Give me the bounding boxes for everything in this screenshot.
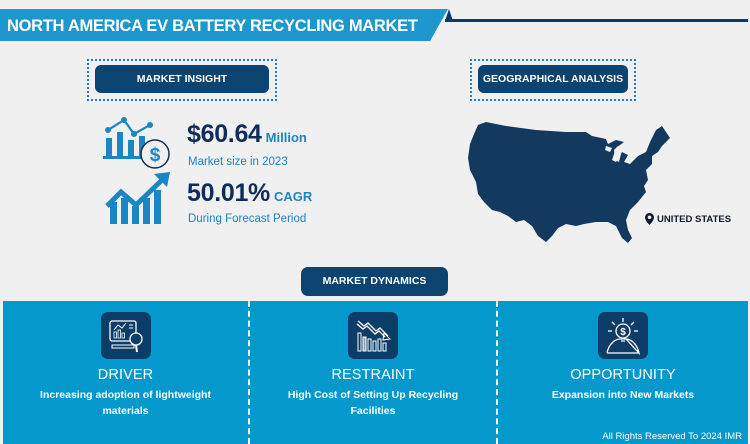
opportunity-description: Expansion into New Markets [551,389,695,401]
country-name: UNITED STATES [657,213,732,225]
country-label: UNITED STATES [645,213,731,225]
market-insight-frame: MARKET INSIGHT [87,59,277,101]
lightbulb-dollar-icon: $ [598,312,648,359]
svg-text:$: $ [150,145,161,166]
restraint-card: RESTRAINT High Cost of Setting Up Recycl… [250,301,498,444]
monitor-analytics-magnifier-icon [100,312,151,359]
page-title: NORTH AMERICA EV BATTERY RECYCLING MARKE… [7,17,418,35]
restraint-title: RESTRAINT [331,367,415,383]
opportunity-card: $ OPPORTUNITY Expansion into New Markets… [498,301,748,444]
market-size-number: $60.64 [187,120,262,148]
copyright-notice: All Rights Reserved To 2024 IMR [602,431,742,442]
driver-card: DRIVER Increasing adoption of lightweigh… [3,301,250,444]
market-size-value: $60.64 Million [187,120,307,149]
market-dynamics-label: MARKET DYNAMICS [301,267,448,296]
cagr-unit: CAGR [274,189,313,204]
market-size-caption: Market size in 2023 [188,156,288,168]
geographical-analysis-frame: GEOGRAPHICAL ANALYSIS [470,59,636,101]
restraint-description: High Cost of Setting Up Recycling Facili… [287,389,459,417]
geographical-analysis-label: GEOGRAPHICAL ANALYSIS [478,65,628,93]
market-insight-label: MARKET INSIGHT [95,65,269,93]
cagr-value: 50.01% CAGR [187,179,312,208]
cagr-caption: During Forecast Period [188,213,307,225]
header-accent [445,9,453,21]
header-rule [445,19,748,22]
driver-description: Increasing adoption of lightweight mater… [40,389,211,417]
opportunity-title: OPPORTUNITY [570,367,676,383]
market-size-unit: Million [265,130,307,145]
declining-bar-chart-icon [348,312,398,359]
bar-chart-dollar-icon: $ [103,117,170,169]
usa-map [468,122,670,243]
market-dynamics-panel: DRIVER Increasing adoption of lightweigh… [3,301,748,444]
cagr-number: 50.01% [187,179,270,207]
driver-title: DRIVER [97,367,154,383]
header-banner [0,9,448,41]
location-pin-icon [645,213,654,225]
growth-arrow-chart-icon [105,172,170,224]
svg-text:$: $ [620,327,626,338]
